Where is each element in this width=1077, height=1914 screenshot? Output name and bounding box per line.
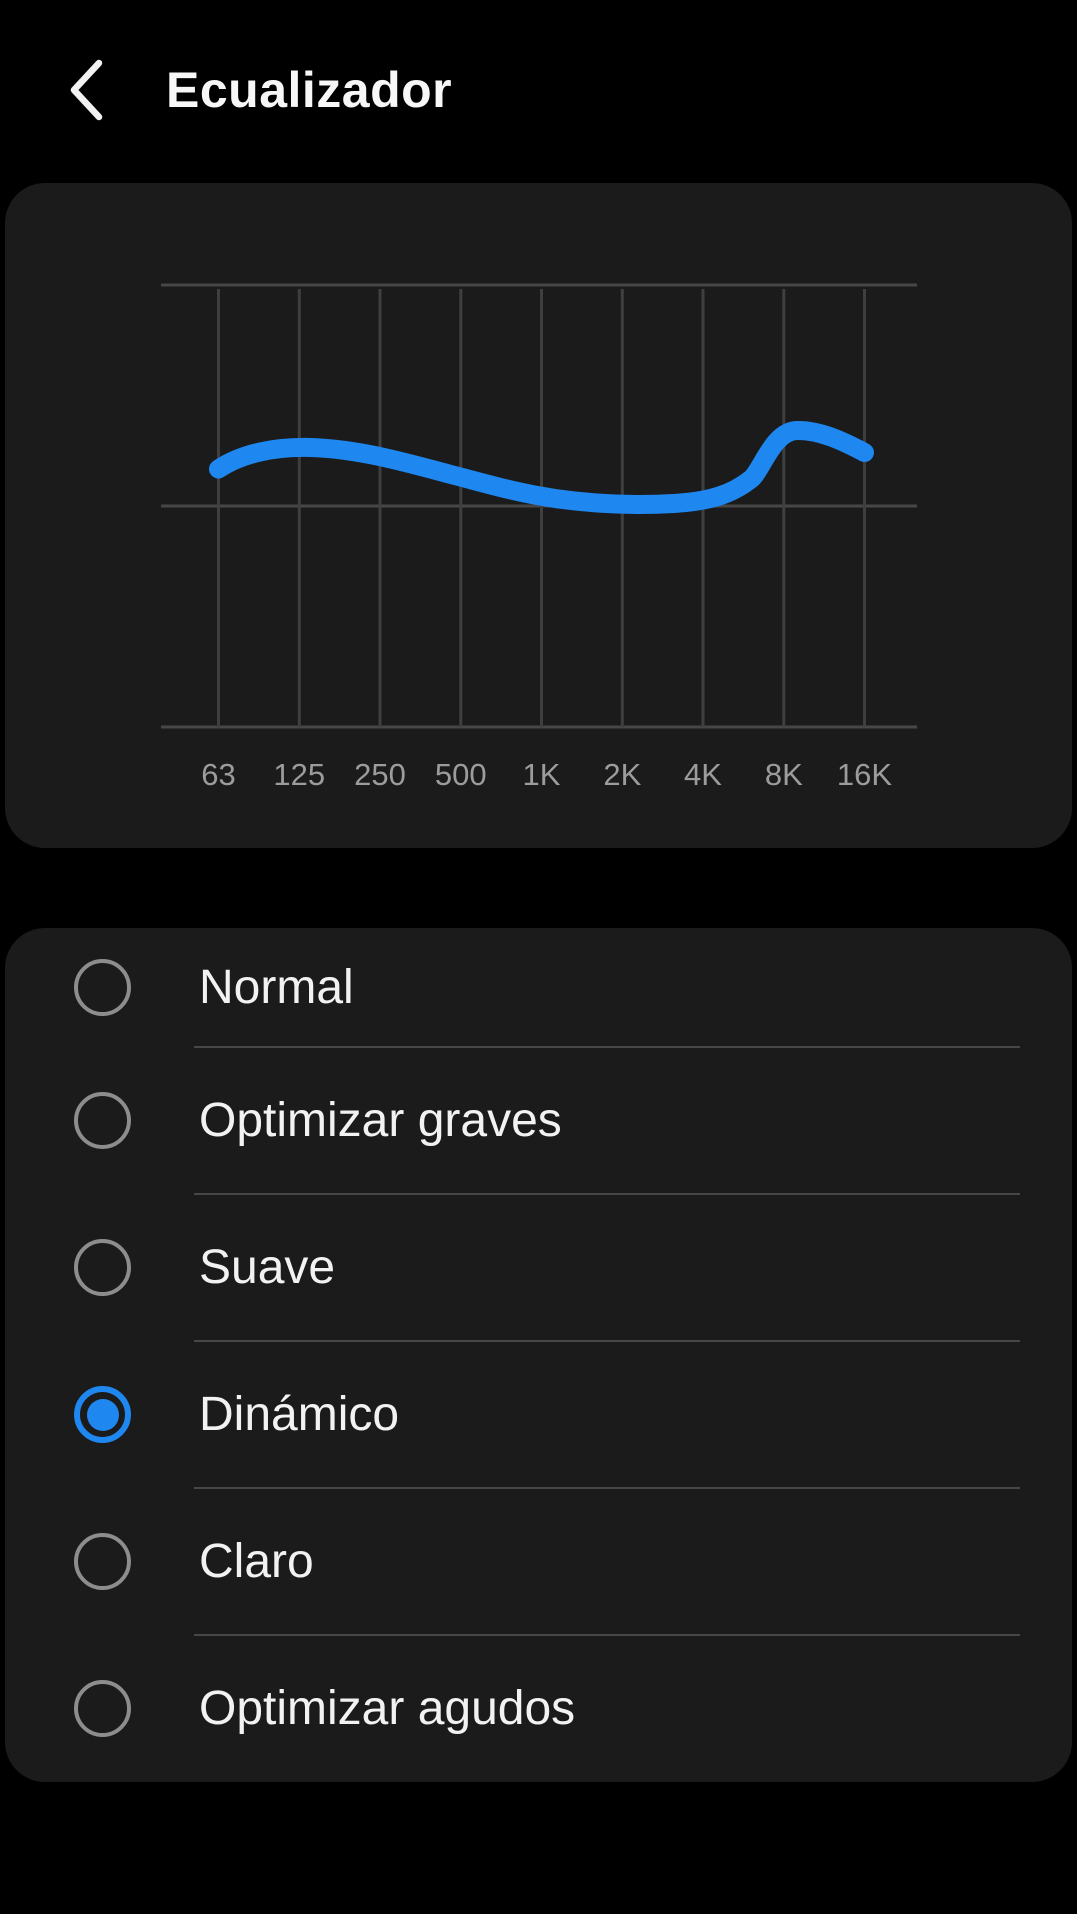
preset-option-normal[interactable]: Normal xyxy=(5,928,1072,1046)
preset-option-dinamico[interactable]: Dinámico xyxy=(5,1342,1072,1487)
preset-option-optimizar-agudos[interactable]: Optimizar agudos xyxy=(5,1636,1072,1781)
eq-curve xyxy=(209,421,874,514)
freq-label-16k: 16K xyxy=(837,757,892,792)
chevron-left-icon xyxy=(70,59,103,121)
radio-button-unselected[interactable] xyxy=(74,1239,131,1296)
radio-button-unselected[interactable] xyxy=(74,1533,131,1590)
preset-option-label: Optimizar graves xyxy=(199,1094,562,1147)
radio-button-unselected[interactable] xyxy=(74,1680,131,1737)
page-title: Ecualizador xyxy=(166,62,453,118)
freq-label-8k: 8K xyxy=(765,757,803,792)
preset-option-label: Claro xyxy=(199,1535,314,1588)
preset-option-label: Dinámico xyxy=(199,1388,400,1441)
freq-label-250: 250 xyxy=(354,757,406,792)
radio-dot xyxy=(86,1398,119,1431)
preset-option-claro[interactable]: Claro xyxy=(5,1489,1072,1634)
freq-label-1k: 1K xyxy=(523,757,561,792)
preset-option-label: Normal xyxy=(199,960,354,1014)
freq-label-125: 125 xyxy=(273,757,325,792)
divider xyxy=(194,1046,1020,1048)
freq-label-4k: 4K xyxy=(684,757,722,792)
radio-button-unselected[interactable] xyxy=(74,958,131,1016)
divider xyxy=(194,1340,1020,1342)
radio-button-selected[interactable] xyxy=(74,1386,131,1443)
preset-option-optimizar-graves[interactable]: Optimizar graves xyxy=(5,1048,1072,1193)
divider xyxy=(194,1487,1020,1489)
freq-label-63: 63 xyxy=(201,757,235,792)
header: Ecualizador xyxy=(0,0,1077,183)
horizontal-gridlines xyxy=(161,283,917,729)
freq-label-500: 500 xyxy=(435,757,487,792)
equalizer-graph-card: 63 125 250 500 1K 2K 4K 8K 16K xyxy=(5,183,1072,848)
preset-option-label: Suave xyxy=(199,1241,336,1294)
divider xyxy=(194,1634,1020,1636)
freq-label-2k: 2K xyxy=(603,757,641,792)
preset-option-label: Optimizar agudos xyxy=(199,1682,576,1735)
divider xyxy=(194,1193,1020,1195)
equalizer-graph: 63 125 250 500 1K 2K 4K 8K 16K xyxy=(161,283,917,792)
preset-list-card: Normal Optimizar graves Suave Dinámico C… xyxy=(5,928,1072,1782)
preset-option-suave[interactable]: Suave xyxy=(5,1195,1072,1340)
vertical-gridlines xyxy=(217,289,866,727)
back-button[interactable] xyxy=(58,48,114,132)
radio-button-unselected[interactable] xyxy=(74,1092,131,1149)
